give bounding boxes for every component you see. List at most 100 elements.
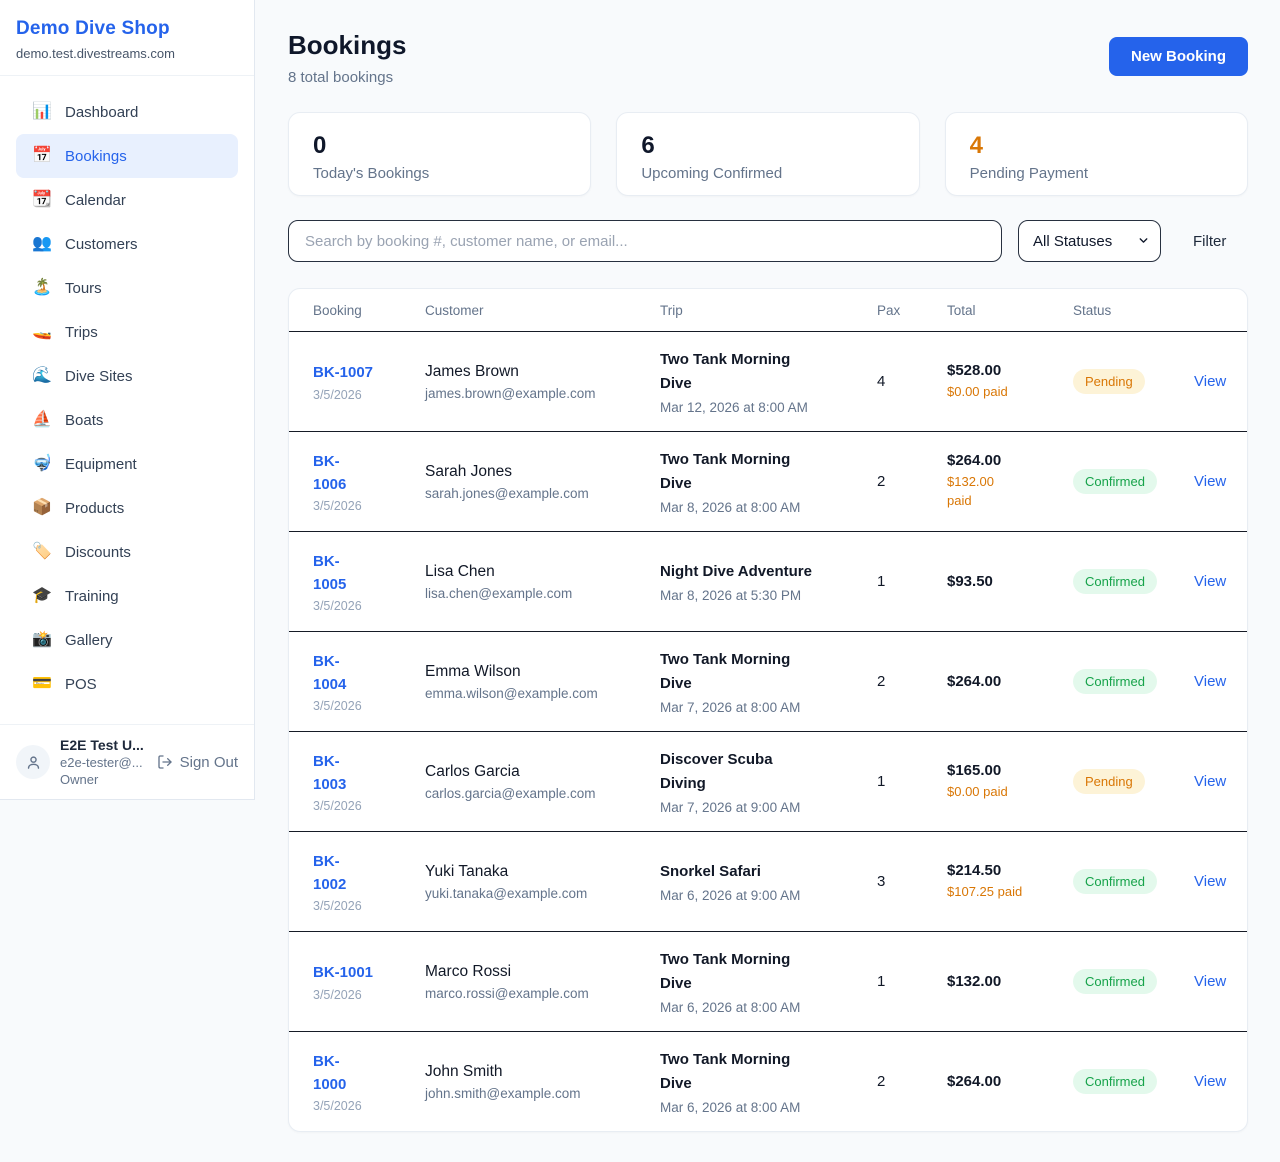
- user-email: e2e-tester@...: [60, 755, 143, 770]
- total-cell: $132.00: [947, 973, 1073, 990]
- view-link[interactable]: View: [1194, 872, 1227, 890]
- trip-datetime: Mar 12, 2026 at 8:00 AM: [660, 400, 808, 415]
- sidebar-item-gallery[interactable]: 📸 Gallery: [16, 618, 238, 662]
- new-booking-button[interactable]: New Booking: [1108, 37, 1248, 76]
- user-role: Owner: [60, 772, 99, 787]
- sidebar-item-training[interactable]: 🎓 Training: [16, 574, 238, 618]
- sidebar-item-tours[interactable]: 🏝️ Tours: [16, 266, 238, 310]
- sidebar-item-trips[interactable]: 🚤 Trips: [16, 310, 238, 354]
- sidebar-item-pos[interactable]: 💳 POS: [16, 662, 238, 706]
- booking-number-link[interactable]: BK- 1004: [313, 652, 347, 693]
- actions-cell: View: [1194, 773, 1240, 791]
- user-meta: E2E Test U... e2e-tester@... Owner: [60, 737, 147, 787]
- view-link[interactable]: View: [1194, 372, 1227, 390]
- column-header-total: Total: [947, 302, 976, 318]
- view-link[interactable]: View: [1194, 772, 1227, 790]
- stat-value: 4: [969, 132, 984, 159]
- booking-number-link[interactable]: BK- 1006: [313, 452, 347, 493]
- trip-cell: Two Tank Morning Dive Mar 12, 2026 at 8:0…: [660, 348, 877, 415]
- sidebar-item-dive-sites[interactable]: 🌊 Dive Sites: [16, 354, 238, 398]
- column-header-customer: Customer: [425, 302, 484, 318]
- shop-domain: demo.test.divestreams.com: [16, 46, 175, 61]
- customer-email: yuki.tanaka@example.com: [425, 885, 588, 901]
- status-badge: Confirmed: [1073, 568, 1157, 595]
- table-header-row: Booking Customer Trip Pax Total Status: [289, 289, 1247, 331]
- status-cell: Confirmed: [1073, 968, 1194, 995]
- boats-icon: ⛵: [32, 411, 52, 428]
- status-filter-select[interactable]: All Statuses: [1018, 220, 1161, 262]
- trip-cell: Discover Scuba Diving Mar 7, 2026 at 9:00…: [660, 748, 877, 815]
- sidebar-item-calendar[interactable]: 📆 Calendar: [16, 178, 238, 222]
- stat-value: 0: [313, 132, 327, 159]
- column-header-booking: Booking: [313, 302, 362, 318]
- booking-date: 3/5/2026: [313, 1099, 362, 1114]
- booking-number-link[interactable]: BK-1001: [313, 964, 374, 982]
- total-cell: $528.00 $0.00 paid: [947, 362, 1073, 402]
- status-cell: Confirmed: [1073, 868, 1194, 895]
- customers-icon: 👥: [32, 235, 52, 252]
- view-link[interactable]: View: [1194, 472, 1227, 490]
- customer-name: Marco Rossi: [425, 962, 512, 980]
- sidebar: Demo Dive Shop demo.test.divestreams.com…: [0, 0, 255, 800]
- bookings-count: 8 total bookings: [288, 69, 394, 86]
- filter-button[interactable]: Filter: [1193, 232, 1227, 250]
- stat-label: Today's Bookings: [313, 164, 430, 182]
- actions-cell: View: [1194, 673, 1240, 691]
- pax-cell: 4: [877, 373, 886, 390]
- trip-datetime: Mar 6, 2026 at 8:00 AM: [660, 1100, 801, 1115]
- sidebar-item-products[interactable]: 📦 Products: [16, 486, 238, 530]
- trip-datetime: Mar 8, 2026 at 8:00 AM: [660, 500, 801, 515]
- booking-number-link[interactable]: BK- 1000: [313, 1052, 347, 1093]
- booking-number-link[interactable]: BK-1007: [313, 364, 374, 382]
- booking-cell: BK- 1004 3/5/2026: [313, 650, 425, 714]
- sidebar-item-bookings[interactable]: 📅 Bookings: [16, 134, 238, 178]
- sidebar-item-discounts[interactable]: 🏷️ Discounts: [16, 530, 238, 574]
- sidebar-item-customers[interactable]: 👥 Customers: [16, 222, 238, 266]
- trip-name: Discover Scuba Diving: [660, 751, 773, 792]
- sidebar-item-dashboard[interactable]: 📊 Dashboard: [16, 90, 238, 134]
- sidebar-item-equipment[interactable]: 🤿 Equipment: [16, 442, 238, 486]
- booking-date: 3/5/2026: [313, 799, 362, 814]
- total-cell: $264.00 $132.00 paid: [947, 452, 1073, 511]
- table-row: BK- 1005 3/5/2026 Lisa Chen lisa.chen@examp…: [289, 531, 1247, 631]
- view-link[interactable]: View: [1194, 1072, 1227, 1090]
- booking-number-link[interactable]: BK- 1005: [313, 552, 347, 593]
- total-amount: $528.00: [947, 361, 1002, 379]
- trips-icon: 🚤: [32, 323, 52, 340]
- customer-name: John Smith: [425, 1062, 503, 1080]
- pax-cell: 2: [877, 1073, 886, 1090]
- actions-cell: View: [1194, 473, 1240, 491]
- stat-label: Pending Payment: [969, 164, 1089, 182]
- sign-out-button[interactable]: Sign Out: [157, 754, 238, 771]
- sidebar-item-label: Tours: [65, 279, 102, 297]
- dive-sites-icon: 🌊: [32, 367, 52, 384]
- view-link[interactable]: View: [1194, 572, 1227, 590]
- table-row: BK- 1003 3/5/2026 Carlos Garcia carlos.garc…: [289, 731, 1247, 831]
- view-link[interactable]: View: [1194, 672, 1227, 690]
- status-badge: Confirmed: [1073, 868, 1157, 895]
- actions-cell: View: [1194, 973, 1240, 991]
- stat-label: Upcoming Confirmed: [641, 164, 783, 182]
- total-cell: $93.50: [947, 573, 1073, 590]
- status-cell: Pending: [1073, 768, 1194, 795]
- pax-cell: 2: [877, 473, 886, 490]
- discounts-icon: 🏷️: [32, 543, 52, 560]
- equipment-icon: 🤿: [32, 455, 52, 472]
- trip-datetime: Mar 8, 2026 at 5:30 PM: [660, 588, 802, 603]
- status-cell: Confirmed: [1073, 568, 1194, 595]
- sidebar-item-label: Equipment: [65, 455, 137, 473]
- status-cell: Confirmed: [1073, 1068, 1194, 1095]
- sidebar-item-boats[interactable]: ⛵ Boats: [16, 398, 238, 442]
- status-badge: Pending: [1073, 368, 1145, 395]
- paid-amount: $0.00 paid: [947, 783, 1008, 799]
- page-title: Bookings: [288, 30, 407, 60]
- view-link[interactable]: View: [1194, 972, 1227, 990]
- paid-amount: $132.00 paid: [947, 474, 994, 508]
- booking-number-link[interactable]: BK- 1003: [313, 752, 347, 793]
- customer-cell: Sarah Jones sarah.jones@example.com: [425, 463, 660, 501]
- bookings-icon: 📅: [32, 147, 52, 164]
- booking-number-link[interactable]: BK- 1002: [313, 852, 347, 893]
- stat-card-1: 6 Upcoming Confirmed: [616, 112, 920, 196]
- table-row: BK- 1006 3/5/2026 Sarah Jones sarah.jones@e…: [289, 431, 1247, 531]
- search-input[interactable]: [288, 220, 1002, 262]
